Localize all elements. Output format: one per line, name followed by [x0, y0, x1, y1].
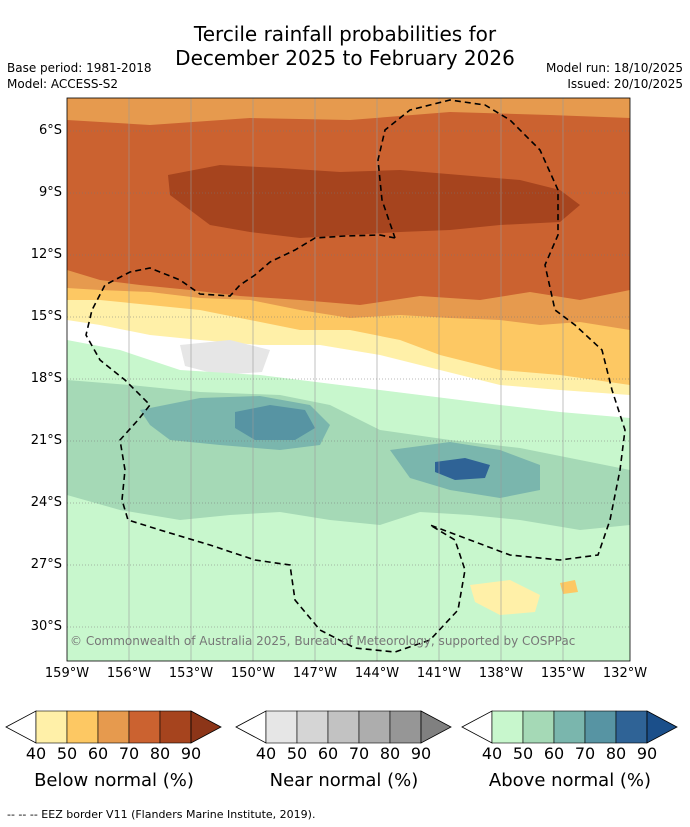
- legend-above-arrow-right: [646, 710, 678, 744]
- map-fill: [67, 98, 630, 661]
- band-below50-south: [560, 580, 578, 594]
- eez-footnote: -- -- -- EEZ border V11 (Flanders Marine…: [7, 808, 316, 821]
- model-name: Model: ACCESS-S2: [7, 77, 119, 91]
- legend-tick: 70: [348, 744, 370, 763]
- lat-label: 30°S: [30, 619, 62, 634]
- legend-tick: 40: [25, 744, 47, 763]
- legend-near-swatch: [296, 710, 329, 744]
- lat-label: 9°S: [38, 185, 62, 200]
- legend-above-swatch: [615, 710, 648, 744]
- legend-tick: 90: [636, 744, 658, 763]
- lat-label: 6°S: [38, 123, 62, 138]
- title-line-2: December 2025 to February 2026: [175, 46, 515, 70]
- legend-below-arrow-left: [5, 710, 37, 744]
- legend-above-swatch: [522, 710, 555, 744]
- probability-map: [66, 97, 631, 662]
- legend-above-swatch: [553, 710, 586, 744]
- model-run: Model run: 18/10/2025: [545, 61, 683, 75]
- lon-label: 144°W: [354, 666, 400, 681]
- legend-above-title: Above normal (%): [488, 770, 652, 791]
- lon-label: 159°W: [44, 666, 90, 681]
- lat-label: 24°S: [30, 495, 62, 510]
- legend-above-swatch: [584, 710, 617, 744]
- eez-border: [85, 99, 626, 653]
- band-above70: [235, 405, 315, 440]
- legend-near-bar: [235, 710, 452, 744]
- lon-label: 138°W: [478, 666, 524, 681]
- legend-tick: 50: [56, 744, 78, 763]
- legend-near-swatch: [327, 710, 360, 744]
- meta-left: Base period: 1981-2018 Model: ACCESS-S2: [7, 60, 152, 92]
- legend-tick: 70: [574, 744, 596, 763]
- legend-below-swatch: [97, 710, 130, 744]
- map-frame: [66, 97, 631, 662]
- grid: [67, 130, 630, 628]
- legend-tick: 60: [543, 744, 565, 763]
- legend-below-bar: [5, 710, 222, 744]
- map-title: Tercile rainfall probabilities for Decem…: [0, 22, 690, 70]
- lon-label: 156°W: [106, 666, 152, 681]
- band-below40-south: [470, 580, 540, 615]
- title-line-1: Tercile rainfall probabilities for: [193, 22, 497, 46]
- legend-near-swatch: [389, 710, 422, 744]
- legend-tick: 90: [410, 744, 432, 763]
- band-above80: [435, 458, 490, 480]
- issued-date: Issued: 20/10/2025: [567, 77, 683, 91]
- legend-near-title: Near normal (%): [269, 770, 419, 791]
- band-near40-a: [180, 340, 270, 375]
- legend-tick: 60: [87, 744, 109, 763]
- legend-above-arrow-left: [461, 710, 493, 744]
- meta-right: Model run: 18/10/2025 Issued: 20/10/2025: [546, 60, 683, 92]
- base-period: Base period: 1981-2018: [7, 61, 152, 75]
- legend-tick: 60: [317, 744, 339, 763]
- legend-above-bar: [461, 710, 678, 744]
- eez-line-main: [85, 99, 626, 653]
- legend-near-arrow-right: [420, 710, 452, 744]
- legend-tick: 40: [481, 744, 503, 763]
- legend-above-swatch: [491, 710, 524, 744]
- lon-label: 141°W: [416, 666, 462, 681]
- lat-label: 21°S: [30, 433, 62, 448]
- lat-label: 18°S: [30, 371, 62, 386]
- legend-near-swatch: [358, 710, 391, 744]
- lat-label: 15°S: [30, 309, 62, 324]
- legend-below-swatch: [159, 710, 192, 744]
- legend-below-title: Below normal (%): [34, 770, 194, 791]
- lon-label: 147°W: [292, 666, 338, 681]
- legend-tick: 90: [180, 744, 202, 763]
- legend-below-swatch: [128, 710, 161, 744]
- band-below80: [168, 165, 580, 238]
- legend-tick: 50: [512, 744, 534, 763]
- legend-below-swatch: [35, 710, 68, 744]
- legend-tick: 80: [149, 744, 171, 763]
- legend-below-arrow-right: [190, 710, 222, 744]
- lon-label: 135°W: [540, 666, 586, 681]
- legend-tick: 80: [379, 744, 401, 763]
- legend-tick: 50: [286, 744, 308, 763]
- legend-tick: 80: [605, 744, 627, 763]
- copyright-notice: © Commonwealth of Australia 2025, Bureau…: [70, 634, 576, 648]
- lon-label: 153°W: [168, 666, 214, 681]
- legend-tick: 70: [118, 744, 140, 763]
- lat-label: 12°S: [30, 247, 62, 262]
- lon-label: 132°W: [602, 666, 648, 681]
- legend-near-arrow-left: [235, 710, 267, 744]
- grid-lon: [128, 98, 564, 661]
- legend-below-swatch: [66, 710, 99, 744]
- lat-label: 27°S: [30, 557, 62, 572]
- legend-near-swatch: [265, 710, 298, 744]
- lon-label: 150°W: [230, 666, 276, 681]
- legend-tick: 40: [255, 744, 277, 763]
